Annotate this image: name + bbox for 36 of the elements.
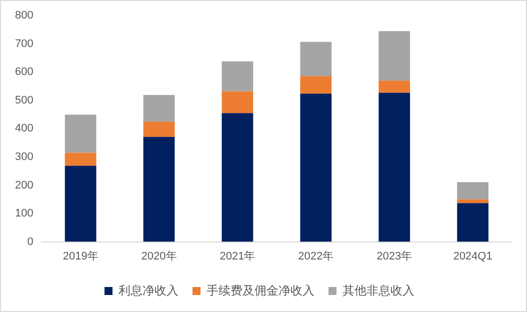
bar [457,203,488,242]
y-tick-label: 300 [14,151,34,164]
bar [378,92,410,242]
bar [143,95,175,122]
bar [457,182,488,200]
bar [378,31,410,81]
bar [143,136,175,242]
x-tick-label: 2020年 [141,250,177,262]
y-tick-label: 0 [27,236,34,248]
bar [378,80,410,93]
x-tick-label: 2023年 [376,250,412,262]
bar [64,152,96,166]
y-tick-label: 800 [14,10,34,22]
y-tick-label: 500 [14,94,34,106]
y-tick-label: 100 [14,208,34,220]
legend-label: 手续费及佣金净收入 [206,283,314,298]
bar [64,166,96,242]
bar [64,114,96,153]
bar [300,76,332,94]
bar [300,42,332,76]
y-tick-label: 200 [14,179,34,192]
bar [457,199,488,204]
y-tick-label: 600 [14,66,34,78]
y-tick-label: 400 [14,122,34,135]
bar [222,113,254,242]
bar [300,94,332,242]
bar [222,61,254,92]
bar [222,91,254,114]
legend-label: 其他非息收入 [342,283,414,298]
y-tick-label: 700 [14,38,34,50]
x-tick-label: 2024Q1 [453,250,492,262]
x-tick-label: 2021年 [220,250,256,262]
x-tick-label: 2019年 [62,250,98,262]
x-tick-label: 2022年 [298,250,334,262]
legend-label: 利息净收入 [118,283,178,298]
bar [143,122,175,137]
